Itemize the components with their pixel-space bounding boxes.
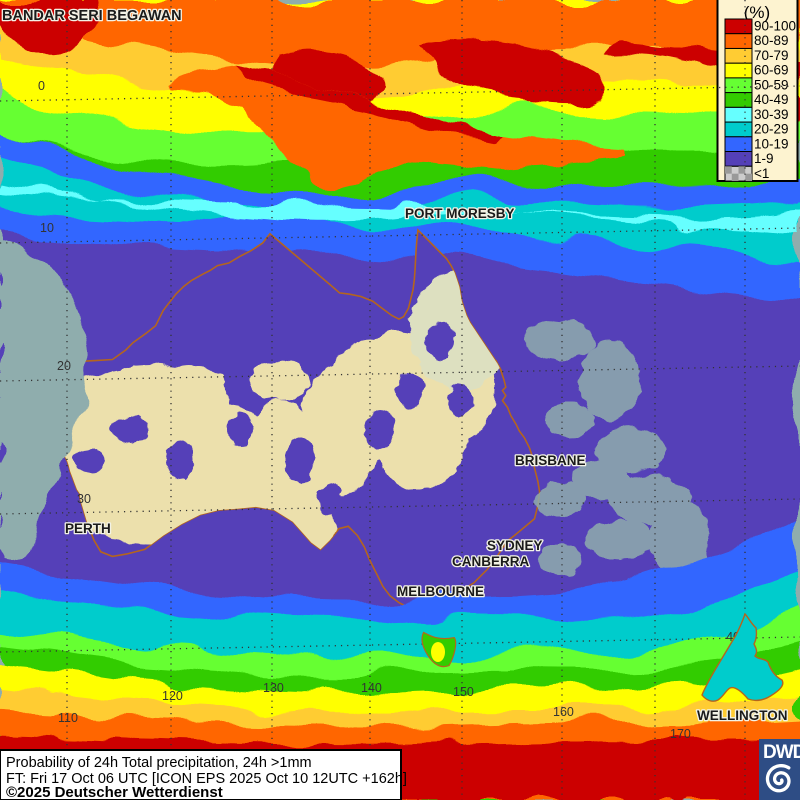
svg-text:DWD: DWD (763, 742, 800, 763)
svg-text:10-19: 10-19 (754, 136, 789, 151)
svg-text:130: 130 (263, 681, 284, 695)
svg-text:PERTH: PERTH (65, 521, 111, 536)
svg-text:120: 120 (162, 689, 183, 703)
svg-text:MELBOURNE: MELBOURNE (397, 584, 484, 599)
svg-text:<1: <1 (754, 166, 769, 181)
svg-text:60-69: 60-69 (754, 63, 789, 78)
svg-text:SYDNEY: SYDNEY (487, 538, 543, 553)
svg-text:20-29: 20-29 (754, 122, 789, 137)
svg-text:Probability of 24h Total preci: Probability of 24h Total precipitation, … (6, 755, 312, 771)
svg-text:30: 30 (77, 492, 91, 506)
svg-text:10: 10 (40, 221, 54, 235)
svg-text:70-79: 70-79 (754, 48, 789, 63)
svg-text:1-9: 1-9 (754, 151, 774, 166)
svg-text:BANDAR SERI BEGAWAN: BANDAR SERI BEGAWAN (2, 8, 182, 24)
svg-text:170: 170 (670, 727, 691, 741)
svg-text:50-59: 50-59 (754, 77, 789, 92)
svg-text:0: 0 (38, 79, 45, 93)
svg-text:150: 150 (453, 685, 474, 699)
svg-text:BRISBANE: BRISBANE (515, 453, 586, 468)
svg-text:CANBERRA: CANBERRA (452, 554, 530, 569)
svg-text:110: 110 (58, 711, 78, 725)
svg-text:©2025 Deutscher Wetterdienst: ©2025 Deutscher Wetterdienst (6, 784, 223, 800)
svg-text:140: 140 (361, 681, 382, 695)
svg-text:20: 20 (57, 359, 71, 373)
svg-text:80-89: 80-89 (754, 33, 789, 48)
svg-text:40-49: 40-49 (754, 92, 789, 107)
svg-text:PORT MORESBY: PORT MORESBY (405, 206, 515, 221)
svg-text:30-39: 30-39 (754, 107, 789, 122)
svg-text:90-100: 90-100 (754, 19, 796, 34)
svg-text:160: 160 (553, 705, 574, 719)
svg-text:WELLINGTON: WELLINGTON (697, 708, 788, 723)
